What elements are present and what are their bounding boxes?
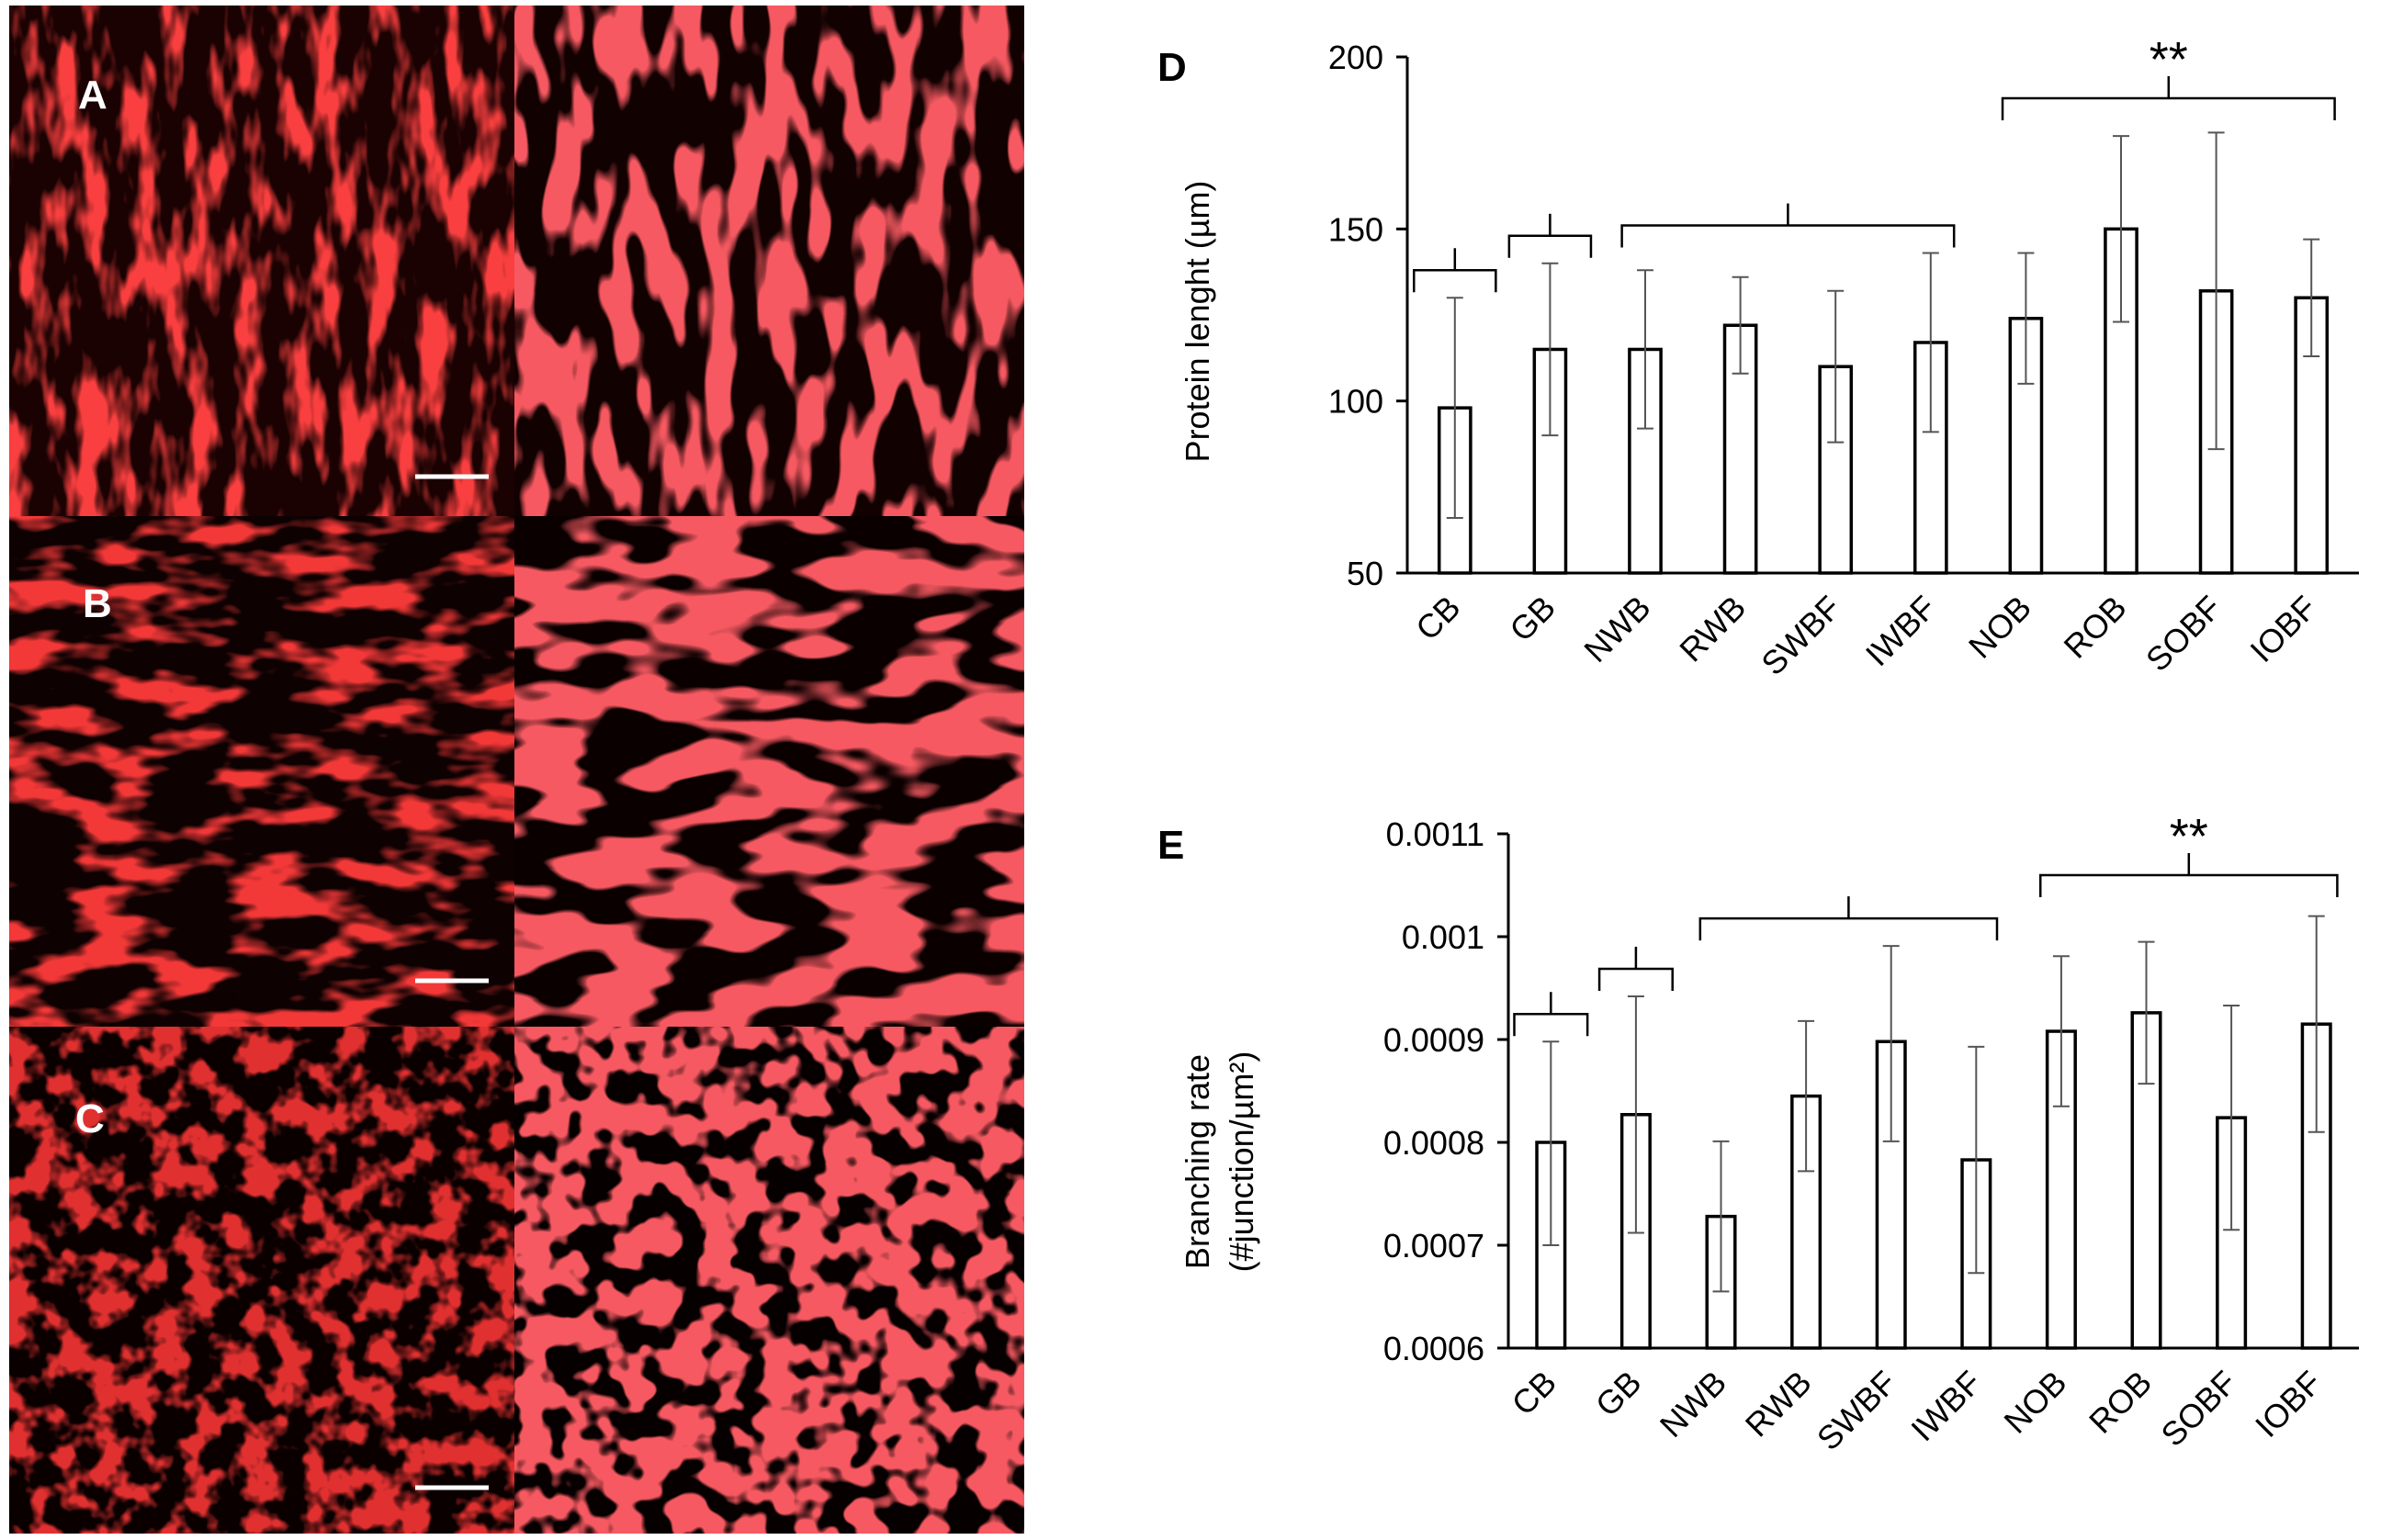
chart-e-ytick-label: 0.001 — [1402, 918, 1484, 956]
chart-e-ytick-label: 0.0006 — [1383, 1330, 1484, 1367]
chart-e-significance-label: ** — [2170, 809, 2208, 864]
chart-d-xtick-label-nob: NOB — [1961, 589, 2038, 666]
chart-e-ytick-label: 0.0007 — [1383, 1227, 1484, 1265]
chart-e-bracket — [1513, 1012, 1589, 1037]
panel-label-c: C — [75, 1096, 105, 1141]
chart-e-xtick-label-swbf: SWBF — [1810, 1364, 1904, 1458]
chart-d-bracket — [1413, 269, 1497, 293]
chart-d-ytick-label: 50 — [1347, 555, 1383, 592]
chart-e: E Branching rate (#junction/µm²) 0.0006 0… — [1157, 809, 2359, 1457]
chart-d: D Protein lenght (µm) 50 100 150 200 CB GB NWB… — [1157, 32, 2359, 682]
chart-d-ytick-label: 100 — [1328, 383, 1383, 421]
chart-d-xtick-label-swbf: SWBF — [1754, 589, 1848, 683]
micrograph-panel-b: B — [9, 516, 1024, 1027]
chart-e-xtick-label-sobf: SOBF — [2153, 1364, 2243, 1454]
chart-e-ytick-label: 0.0011 — [1386, 815, 1484, 853]
chart-d-xtick-label-rob: ROB — [2057, 589, 2134, 666]
chart-d-xtick-label-rwb: RWB — [1672, 589, 1753, 669]
chart-d-ytick-label: 150 — [1328, 210, 1383, 248]
chart-e-panel-label: E — [1157, 823, 1184, 868]
chart-e-xtick-label-iobf: IOBF — [2248, 1364, 2329, 1444]
chart-d-ylabel: Protein lenght (µm) — [1179, 181, 1216, 463]
chart-d-ytick-label: 200 — [1328, 39, 1383, 76]
chart-e-xtick-label-nob: NOB — [1996, 1364, 2073, 1441]
chart-e-xtick-label-gb: GB — [1588, 1364, 1649, 1424]
chart-d-xtick-label-iwbf: IWBF — [1858, 589, 1944, 674]
chart-d-bracket — [1620, 224, 1956, 248]
chart-e-bracket — [1698, 916, 1999, 941]
chart-d-xtick-label-sobf: SOBF — [2138, 589, 2229, 679]
micrograph-panels: A B C — [9, 6, 1024, 1534]
chart-e-ylabel-line2: (#junction/µm²) — [1223, 1051, 1260, 1273]
chart-e-bracket — [1597, 967, 1674, 991]
micrograph-panel-a: A — [9, 6, 1024, 516]
chart-e-xtick-label-cb: CB — [1505, 1364, 1563, 1422]
chart-e-xtick-label-rob: ROB — [2082, 1364, 2159, 1441]
chart-e-ytick-label: 0.0008 — [1383, 1124, 1484, 1162]
chart-e-xtick-label-iwbf: IWBF — [1903, 1364, 1989, 1449]
chart-d-xtick-label-nwb: NWB — [1576, 589, 1657, 669]
chart-d-bracket — [2001, 96, 2336, 120]
chart-d-bars: 50 100 150 200 CB GB NWB RWB SWBF IWBF NOB ROB SOBF I… — [1328, 32, 2359, 682]
chart-e-ylabel-line1: Branching rate — [1179, 1054, 1216, 1269]
chart-d-significance-label: ** — [2150, 32, 2188, 87]
chart-e-ytick-label: 0.0009 — [1383, 1021, 1484, 1059]
chart-d-panel-label: D — [1157, 45, 1187, 90]
chart-d-xtick-label-cb: CB — [1408, 589, 1467, 647]
chart-d-xtick-label-gb: GB — [1502, 589, 1563, 649]
chart-d-bracket — [1507, 234, 1593, 258]
micrograph-panel-c: C — [9, 1027, 1024, 1534]
panel-label-a: A — [78, 73, 107, 118]
chart-d-xtick-label-iobf: IOBF — [2242, 589, 2323, 669]
panel-label-b: B — [83, 581, 112, 626]
chart-e-xtick-label-rwb: RWB — [1738, 1364, 1819, 1444]
chart-e-bracket — [2038, 873, 2339, 897]
chart-e-xtick-label-nwb: NWB — [1653, 1364, 1733, 1444]
